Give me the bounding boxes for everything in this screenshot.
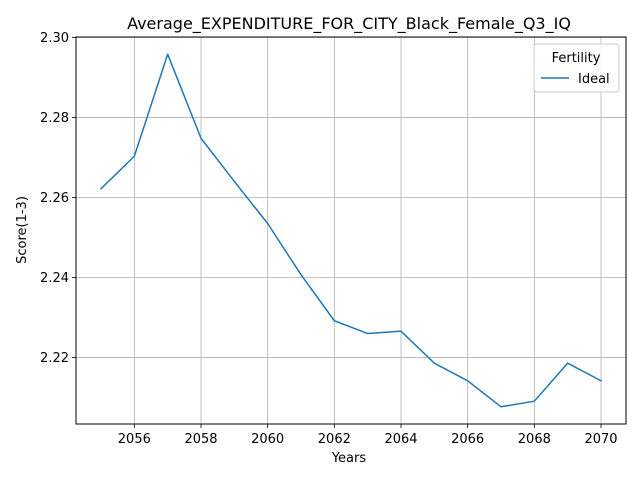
y-axis-ticks: 2.22 2.24 2.26 2.28 2.30 (40, 31, 76, 366)
x-tick-label: 2068 (518, 432, 551, 447)
y-tick-label: 2.26 (40, 191, 69, 206)
series-layer (99, 53, 603, 408)
x-tick-label: 2062 (318, 432, 351, 447)
y-tick-label: 2.28 (40, 111, 69, 126)
y-tick-label: 2.22 (40, 351, 69, 366)
plot-area-frame (75, 36, 627, 425)
legend-box (533, 43, 620, 93)
x-axis-ticks: 2056 2058 2060 2062 2064 2066 2068 2070 (118, 424, 618, 447)
legend-title: Fertility (552, 51, 601, 66)
series-line-ideal (99, 53, 603, 408)
x-tick-label: 2058 (184, 432, 217, 447)
x-axis-title: Years (331, 451, 367, 466)
y-tick-label: 2.24 (40, 271, 69, 286)
x-tick-label: 2066 (451, 432, 484, 447)
legend: Fertility Ideal (533, 43, 620, 93)
legend-label-ideal: Ideal (578, 72, 610, 87)
grid-lines (76, 37, 626, 424)
x-tick-label: 2060 (251, 432, 284, 447)
x-tick-label: 2056 (118, 432, 151, 447)
y-axis-title: Score(1-3) (15, 196, 30, 264)
chart-title: Average_EXPENDITURE_FOR_CITY_Black_Femal… (127, 14, 571, 34)
x-tick-label: 2064 (384, 432, 417, 447)
y-tick-label: 2.30 (40, 31, 69, 46)
x-tick-label: 2070 (584, 432, 617, 447)
